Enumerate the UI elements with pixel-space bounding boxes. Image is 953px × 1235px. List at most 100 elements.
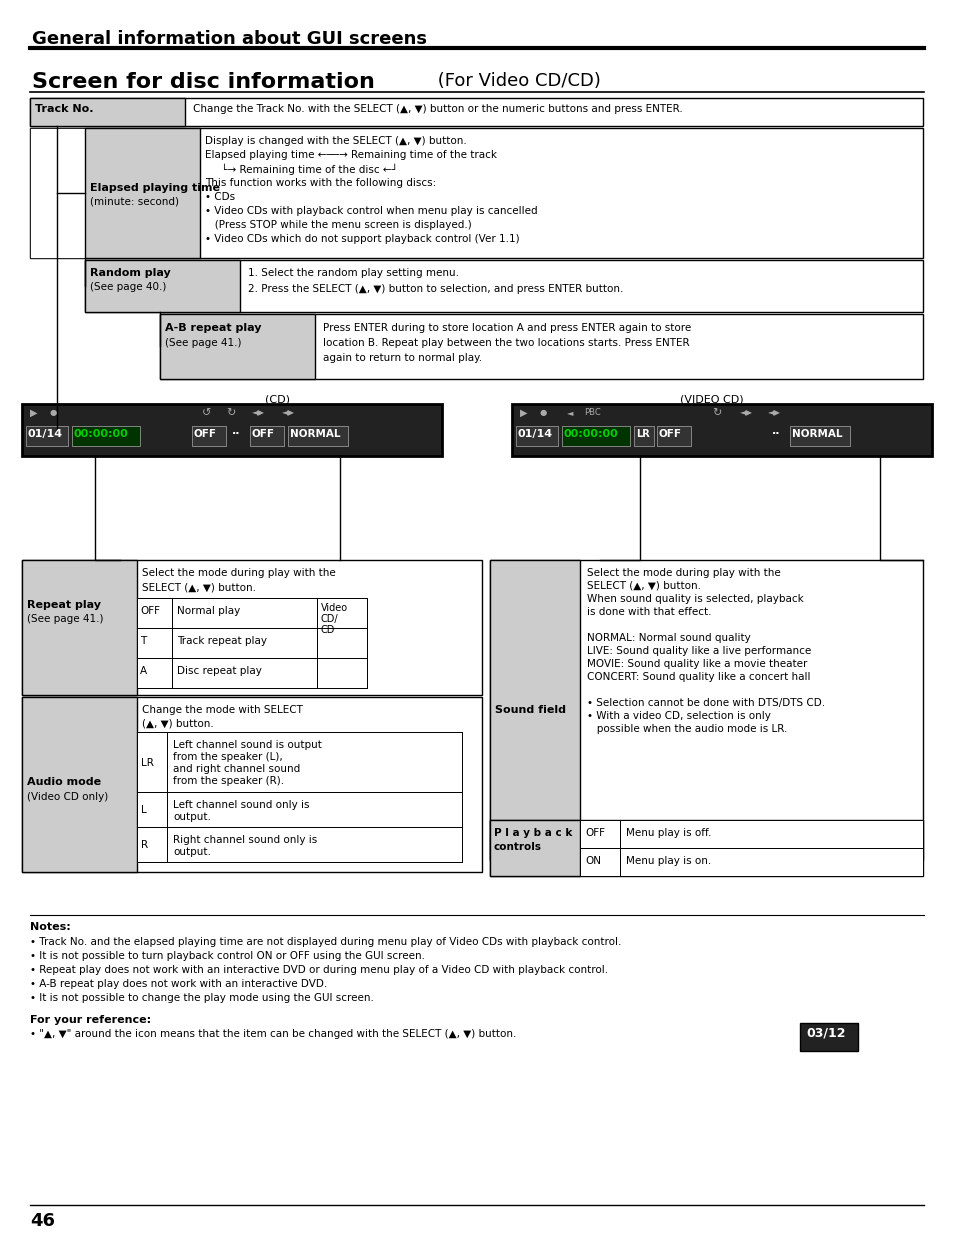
Text: P l a y b a c k: P l a y b a c k — [494, 827, 572, 839]
Text: Normal play: Normal play — [177, 606, 240, 616]
Text: ↺: ↺ — [202, 408, 212, 417]
Text: ↻: ↻ — [226, 408, 235, 417]
Bar — [634, 426, 654, 446]
Text: SELECT (▲, ▼) button.: SELECT (▲, ▼) button. — [586, 580, 700, 592]
Bar — [160, 314, 923, 379]
Bar — [619, 820, 923, 848]
Text: from the speaker (R).: from the speaker (R). — [172, 776, 284, 785]
Bar — [657, 426, 690, 446]
Bar — [167, 792, 461, 827]
Bar — [167, 827, 461, 862]
Text: T: T — [140, 636, 146, 646]
Text: Select the mode during play with the: Select the mode during play with the — [586, 568, 780, 578]
Text: └→ Remaining time of the disc ←┘: └→ Remaining time of the disc ←┘ — [205, 164, 397, 175]
Text: ●: ● — [50, 408, 57, 417]
Bar — [137, 792, 461, 827]
Bar — [490, 559, 923, 860]
Bar — [137, 598, 172, 629]
Text: ↻: ↻ — [711, 408, 720, 417]
Text: (minute: second): (minute: second) — [90, 198, 179, 207]
Text: 01/14: 01/14 — [28, 429, 63, 438]
Text: A-B repeat play: A-B repeat play — [165, 324, 261, 333]
Text: (Press STOP while the menu screen is displayed.): (Press STOP while the menu screen is dis… — [205, 220, 471, 230]
Bar — [30, 128, 923, 258]
Text: Sound field: Sound field — [495, 705, 565, 715]
Bar — [137, 792, 167, 827]
Text: Audio mode: Audio mode — [27, 777, 101, 787]
Bar — [250, 426, 284, 446]
Bar — [137, 658, 367, 688]
Bar — [22, 404, 441, 456]
Text: (For Video CD/CD): (For Video CD/CD) — [432, 72, 600, 90]
Bar — [26, 426, 68, 446]
Bar — [167, 732, 461, 792]
Bar — [172, 598, 316, 629]
Bar — [490, 820, 579, 876]
Bar — [516, 426, 558, 446]
Bar — [137, 732, 167, 792]
Text: (See page 40.): (See page 40.) — [90, 282, 166, 291]
Text: and right channel sound: and right channel sound — [172, 764, 300, 774]
Bar — [172, 658, 316, 688]
Text: 01/14: 01/14 — [517, 429, 553, 438]
Text: (Video CD only): (Video CD only) — [27, 792, 108, 802]
Text: LIVE: Sound quality like a live performance: LIVE: Sound quality like a live performa… — [586, 646, 810, 656]
Text: Left channel sound is output: Left channel sound is output — [172, 740, 321, 750]
Bar — [160, 314, 314, 379]
Text: from the speaker (L),: from the speaker (L), — [172, 752, 282, 762]
Text: ◄▶: ◄▶ — [282, 408, 294, 417]
Text: • CDs: • CDs — [205, 191, 234, 203]
Bar — [316, 598, 367, 629]
Bar — [137, 732, 461, 792]
Text: ON: ON — [584, 856, 600, 866]
Bar — [192, 426, 226, 446]
Text: ◄▶: ◄▶ — [252, 408, 265, 417]
Bar — [137, 629, 367, 658]
Bar — [22, 559, 481, 695]
Text: This function works with the following discs:: This function works with the following d… — [205, 178, 436, 188]
Text: CONCERT: Sound quality like a concert hall: CONCERT: Sound quality like a concert ha… — [586, 672, 810, 682]
Text: CD: CD — [320, 625, 335, 635]
Text: Notes:: Notes: — [30, 923, 71, 932]
Text: • Repeat play does not work with an interactive DVD or during menu play of a Vid: • Repeat play does not work with an inte… — [30, 965, 607, 974]
Text: 46: 46 — [30, 1212, 55, 1230]
Bar — [490, 559, 579, 860]
Text: (CD): (CD) — [265, 395, 290, 405]
Text: General information about GUI screens: General information about GUI screens — [32, 30, 427, 48]
Text: again to return to normal play.: again to return to normal play. — [323, 353, 481, 363]
Text: (See page 41.): (See page 41.) — [165, 338, 241, 348]
Bar — [85, 261, 240, 312]
Text: For your reference:: For your reference: — [30, 1015, 151, 1025]
Text: A: A — [140, 666, 147, 676]
Text: Video: Video — [320, 603, 348, 613]
Text: • Video CDs which do not support playback control (Ver 1.1): • Video CDs which do not support playbac… — [205, 233, 519, 245]
Text: (See page 41.): (See page 41.) — [27, 614, 103, 624]
Bar — [619, 848, 923, 876]
Text: (▲, ▼) button.: (▲, ▼) button. — [142, 719, 213, 729]
Text: • Track No. and the elapsed playing time are not displayed during menu play of V: • Track No. and the elapsed playing time… — [30, 937, 620, 947]
Text: L: L — [141, 805, 147, 815]
Text: output.: output. — [172, 847, 211, 857]
Bar — [137, 658, 172, 688]
Bar — [579, 820, 619, 848]
Text: • "▲, ▼" around the icon means that the item can be changed with the SELECT (▲, : • "▲, ▼" around the icon means that the … — [30, 1029, 516, 1039]
Text: ··: ·· — [232, 429, 240, 438]
Bar — [800, 1023, 857, 1051]
Text: LR: LR — [141, 758, 153, 768]
Text: output.: output. — [172, 811, 211, 823]
Text: 00:00:00: 00:00:00 — [563, 429, 618, 438]
Text: • It is not possible to turn playback control ON or OFF using the GUI screen.: • It is not possible to turn playback co… — [30, 951, 424, 961]
Text: Screen for disc information: Screen for disc information — [32, 72, 375, 91]
Text: OFF: OFF — [659, 429, 681, 438]
Text: SELECT (▲, ▼) button.: SELECT (▲, ▼) button. — [142, 582, 255, 592]
Bar — [490, 820, 923, 876]
Text: • It is not possible to change the play mode using the GUI screen.: • It is not possible to change the play … — [30, 993, 374, 1003]
Bar — [579, 848, 619, 876]
Bar — [22, 697, 481, 872]
Bar — [30, 98, 185, 126]
Text: Change the mode with SELECT: Change the mode with SELECT — [142, 705, 302, 715]
Text: • Video CDs with playback control when menu play is cancelled: • Video CDs with playback control when m… — [205, 206, 537, 216]
Bar — [71, 426, 140, 446]
Text: possible when the audio mode is LR.: possible when the audio mode is LR. — [586, 724, 786, 734]
Text: Menu play is on.: Menu play is on. — [625, 856, 711, 866]
